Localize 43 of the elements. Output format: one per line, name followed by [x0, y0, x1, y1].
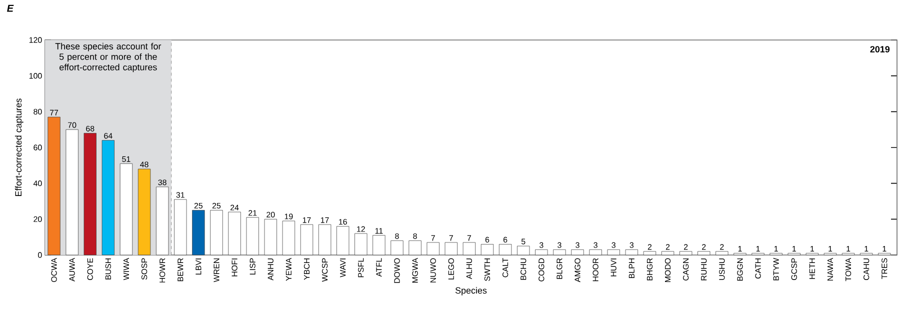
bar — [679, 251, 692, 256]
bar — [462, 242, 476, 256]
bar — [246, 217, 259, 256]
bar — [661, 251, 674, 256]
y-axis-title: Effort-corrected captures — [14, 98, 24, 196]
bar — [535, 249, 548, 256]
bar — [210, 210, 223, 256]
bar — [156, 186, 169, 256]
bar — [607, 249, 620, 256]
bar — [48, 116, 60, 256]
bar — [589, 249, 602, 256]
bar — [698, 251, 710, 256]
bar — [300, 224, 314, 256]
bar — [444, 242, 458, 256]
bar — [174, 199, 187, 256]
bar — [192, 210, 205, 256]
bar — [643, 251, 656, 256]
text: E — [7, 4, 14, 12]
bar — [716, 251, 728, 256]
bar — [408, 240, 422, 256]
bar — [354, 233, 368, 256]
bar — [553, 249, 566, 256]
bar — [390, 240, 404, 256]
bar — [625, 249, 638, 256]
bar — [318, 224, 332, 256]
bar — [138, 168, 151, 256]
bar — [66, 129, 78, 256]
bar — [571, 249, 584, 256]
bar — [480, 244, 494, 256]
x-axis-title: Species — [455, 287, 487, 296]
bar — [282, 220, 296, 256]
bar — [102, 140, 115, 256]
bar — [120, 163, 133, 256]
band-label: These species account for 5 percent or more of the effort-corrected captures — [55, 42, 162, 72]
text: 2019 — [870, 46, 890, 52]
bar — [84, 132, 96, 256]
bar — [228, 212, 241, 256]
bar — [372, 235, 386, 256]
bar — [336, 226, 350, 256]
bar — [517, 246, 530, 256]
bar — [498, 244, 512, 256]
bar — [426, 242, 440, 256]
bar — [264, 218, 277, 256]
